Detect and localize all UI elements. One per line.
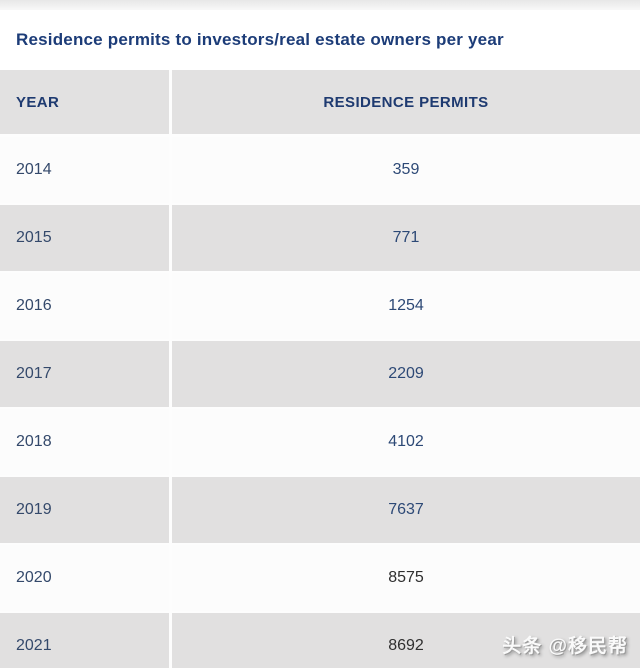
permits-cell: 8575 (169, 545, 640, 611)
top-strip (0, 0, 640, 10)
table-row: 2021 8692 (0, 613, 640, 668)
year-cell: 2021 (16, 637, 52, 654)
permits-cell: 8692 (169, 613, 640, 668)
year-cell: 2017 (16, 365, 52, 382)
year-cell: 2020 (16, 569, 52, 586)
permits-cell: 771 (169, 205, 640, 271)
page-title: Residence permits to investors/real esta… (16, 30, 504, 49)
permits-cell: 4102 (169, 409, 640, 475)
year-cell: 2019 (16, 501, 52, 518)
permits-cell: 2209 (169, 341, 640, 407)
table-row: 2018 4102 (0, 409, 640, 477)
table-row: 2020 8575 (0, 545, 640, 613)
permits-cell: 7637 (169, 477, 640, 543)
year-cell: 2015 (16, 229, 52, 246)
table-row: 2015 771 (0, 205, 640, 273)
table-row: 2016 1254 (0, 273, 640, 341)
table-header-row: YEAR RESIDENCE PERMITS (0, 70, 640, 137)
year-cell: 2018 (16, 433, 52, 450)
table-row: 2014 359 (0, 137, 640, 205)
column-header-year: YEAR (16, 93, 60, 111)
permits-cell: 1254 (169, 273, 640, 339)
table-row: 2019 7637 (0, 477, 640, 545)
permits-table: YEAR RESIDENCE PERMITS 2014 359 2015 771… (0, 70, 640, 668)
permits-cell: 359 (169, 137, 640, 203)
table-row: 2017 2209 (0, 341, 640, 409)
column-header-permits: RESIDENCE PERMITS (169, 70, 640, 134)
year-cell: 2014 (16, 161, 52, 178)
title-bar: Residence permits to investors/real esta… (0, 10, 640, 70)
year-cell: 2016 (16, 297, 52, 314)
